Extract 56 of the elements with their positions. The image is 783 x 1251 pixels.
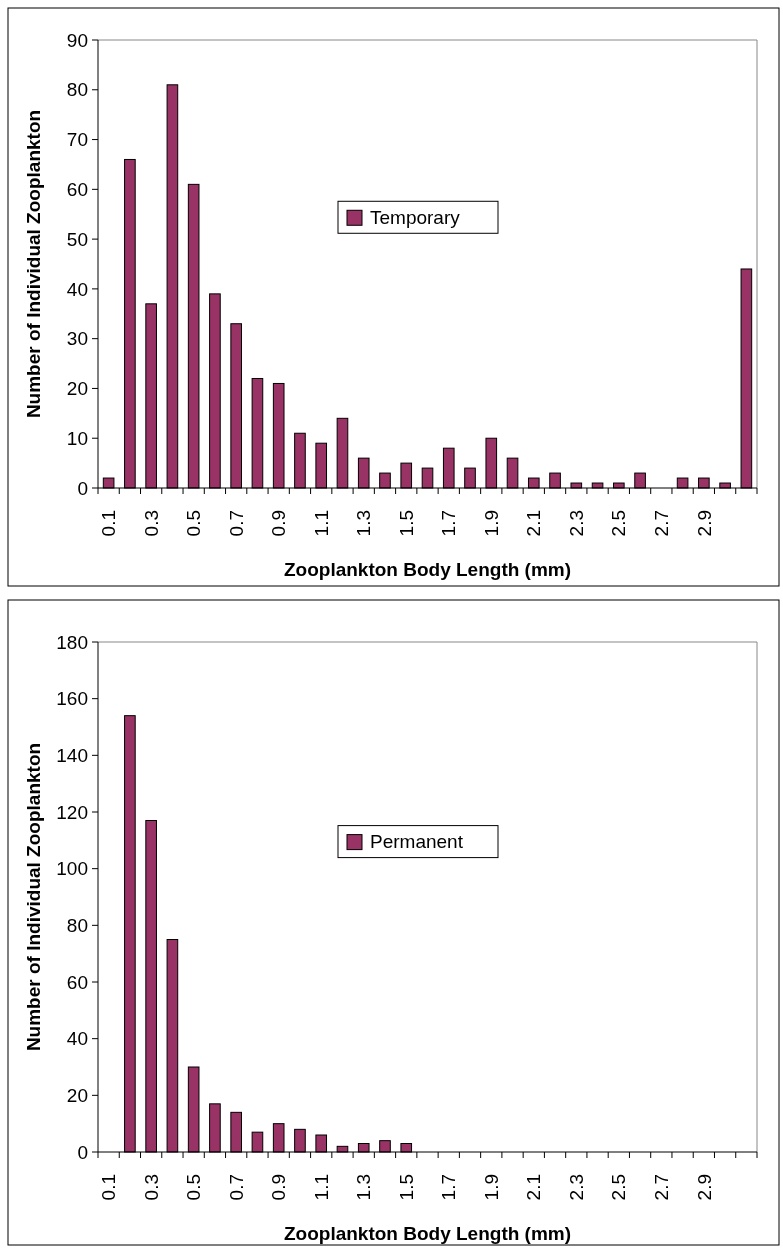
x-tick-label: 1.5 (395, 1174, 417, 1201)
x-tick-label: 1.9 (480, 1174, 502, 1201)
x-tick-label: 0.9 (268, 1174, 290, 1201)
legend-label: Permanent (370, 831, 464, 853)
x-tick-label: 1.9 (480, 510, 502, 537)
y-tick-label: 160 (56, 688, 88, 710)
x-tick-label: 0.7 (225, 510, 247, 537)
x-axis-title: Zooplankton Body Length (mm) (283, 559, 572, 580)
y-tick-label: 80 (66, 79, 88, 101)
y-tick-label: 60 (66, 971, 88, 993)
x-tick-label: 1.1 (310, 510, 332, 537)
x-tick-label: 1.7 (438, 1174, 460, 1201)
x-tick-label: 2.3 (565, 1174, 587, 1201)
y-axis-title: Number of Individual Zooplankton (23, 742, 44, 1052)
x-tick-label: 0.5 (183, 510, 205, 537)
x-tick-label: 0.3 (140, 1174, 162, 1201)
x-tick-label: 2.1 (523, 510, 545, 537)
y-tick-label: 30 (66, 328, 88, 350)
y-tick-label: 20 (66, 378, 88, 400)
x-tick-label: 0.1 (98, 1174, 120, 1201)
x-tick-label: 2.5 (608, 510, 630, 537)
y-tick-label: 50 (66, 228, 88, 250)
y-tick-label: 180 (56, 631, 88, 653)
y-tick-label: 140 (56, 744, 88, 766)
x-tick-label: 0.9 (268, 510, 290, 537)
y-axis-title: Number of Individual Zooplankton (23, 109, 44, 419)
x-tick-label: 0.7 (225, 1174, 247, 1201)
y-tick-label: 40 (66, 1028, 88, 1050)
x-axis-title: Zooplankton Body Length (mm) (283, 1223, 572, 1244)
y-tick-label: 10 (66, 427, 88, 449)
x-tick-label: 1.5 (395, 510, 417, 537)
x-tick-label: 1.1 (310, 1174, 332, 1201)
y-tick-label: 0 (77, 1141, 88, 1163)
x-tick-label: 2.5 (608, 1174, 630, 1201)
y-tick-label: 20 (66, 1084, 88, 1106)
y-tick-label: 40 (66, 278, 88, 300)
y-tick-label: 90 (66, 29, 88, 51)
x-tick-label: 2.3 (565, 510, 587, 537)
x-tick-label: 2.9 (693, 510, 715, 537)
x-tick-label: 2.7 (650, 1174, 672, 1201)
y-tick-label: 120 (56, 801, 88, 823)
x-tick-label: 0.1 (98, 510, 120, 537)
x-tick-label: 2.9 (693, 1174, 715, 1201)
x-tick-label: 1.7 (438, 510, 460, 537)
y-tick-label: 0 (77, 477, 88, 499)
x-tick-label: 2.1 (523, 1174, 545, 1201)
x-tick-label: 2.7 (650, 510, 672, 537)
y-tick-label: 70 (66, 129, 88, 151)
x-tick-label: 1.3 (353, 1174, 375, 1201)
y-tick-label: 100 (56, 858, 88, 880)
y-tick-label: 60 (66, 178, 88, 200)
x-tick-label: 0.3 (140, 510, 162, 537)
legend-label: Temporary (370, 206, 461, 228)
x-tick-label: 1.3 (353, 510, 375, 537)
y-tick-label: 80 (66, 914, 88, 936)
x-tick-label: 0.5 (183, 1174, 205, 1201)
